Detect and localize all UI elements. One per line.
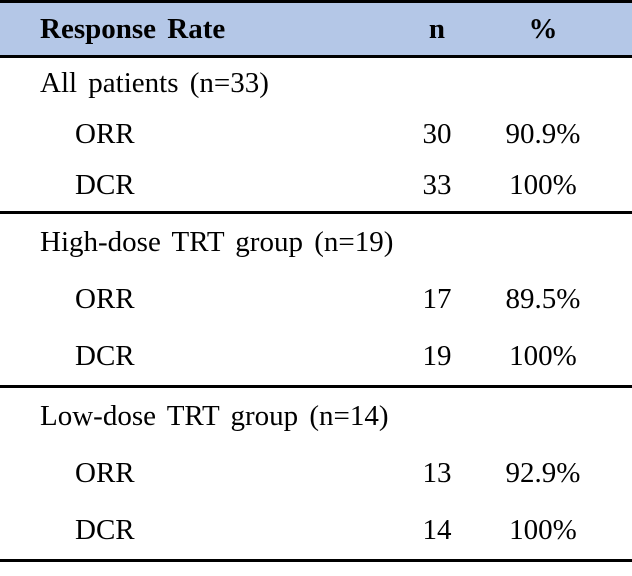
row-label-dcr: DCR [75, 514, 135, 546]
row-percent-value: 100% [509, 169, 577, 201]
row-n-value: 19 [422, 340, 452, 372]
section-title-all-patients: All patients (n=33) [40, 67, 269, 99]
section-title-high-dose: High-dose TRT group (n=19) [40, 226, 394, 258]
row-n-value: 30 [422, 118, 452, 150]
row-label-dcr: DCR [75, 169, 135, 201]
section-title-low-dose: Low-dose TRT group (n=14) [40, 400, 389, 432]
table-row: Low-dose TRT group (n=14) [0, 388, 632, 445]
table-row: DCR 33 100% [0, 160, 632, 211]
column-header-response-rate: Response Rate [40, 12, 226, 45]
table-row: DCR 14 100% [0, 502, 632, 559]
response-rate-table: Response Rate n % All patients (n=33) OR… [0, 0, 632, 562]
row-percent-value: 90.9% [505, 118, 581, 150]
row-percent-value: 100% [509, 340, 577, 372]
row-label-orr: ORR [75, 283, 135, 315]
table-row: ORR 30 90.9% [0, 109, 632, 160]
section-low-dose-trt: Low-dose TRT group (n=14) ORR 13 92.9% D… [0, 385, 632, 559]
row-label-orr: ORR [75, 118, 135, 150]
section-high-dose-trt: High-dose TRT group (n=19) ORR 17 89.5% … [0, 211, 632, 385]
row-n-value: 17 [422, 283, 452, 315]
table-row: High-dose TRT group (n=19) [0, 214, 632, 271]
row-label-orr: ORR [75, 457, 135, 489]
table-row: DCR 19 100% [0, 328, 632, 385]
section-all-patients: All patients (n=33) ORR 30 90.9% DCR 33 … [0, 58, 632, 211]
row-label-dcr: DCR [75, 340, 135, 372]
row-percent-value: 100% [509, 514, 577, 546]
row-n-value: 14 [422, 514, 452, 546]
column-header-percent: % [528, 12, 558, 45]
row-n-value: 13 [422, 457, 452, 489]
table-row: ORR 13 92.9% [0, 445, 632, 502]
table-row: ORR 17 89.5% [0, 271, 632, 328]
row-percent-value: 92.9% [505, 457, 581, 489]
row-percent-value: 89.5% [505, 283, 581, 315]
table-header-row: Response Rate n % [0, 3, 632, 58]
column-header-n: n [428, 12, 446, 45]
row-n-value: 33 [422, 169, 452, 201]
table-row: All patients (n=33) [0, 58, 632, 109]
